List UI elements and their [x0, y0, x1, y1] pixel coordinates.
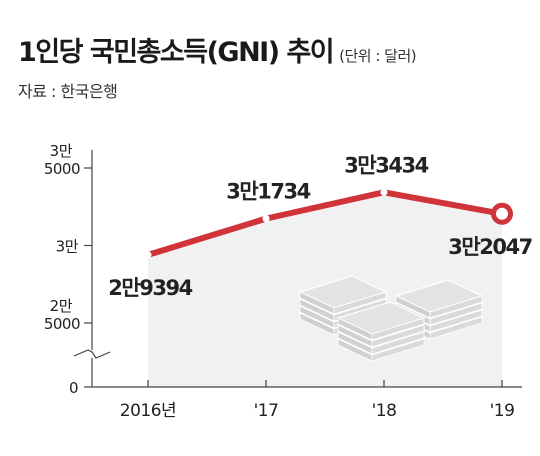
- data-label: 3만3434: [344, 153, 428, 177]
- data-point: [262, 215, 270, 223]
- bill-side-right: [429, 295, 483, 319]
- data-point: [144, 251, 152, 259]
- stacked-money-bundles-icon: [298, 275, 484, 362]
- series-line: [145, 189, 505, 258]
- bill-side-right: [429, 302, 483, 326]
- y-tick-label: 3만: [50, 142, 73, 160]
- y-tick-label: 2만: [50, 297, 73, 315]
- chart-header: 1인당 국민총소득(GNI) 추이 (단위 : 달러): [18, 30, 417, 69]
- data-label: 3만2047: [448, 235, 531, 259]
- label-layer: 2만9394 3만1734 3만3434 3만2047: [108, 153, 533, 300]
- x-tick-label: '17: [254, 401, 279, 421]
- data-point: [380, 188, 388, 196]
- y-tick-label: 5000: [44, 160, 80, 178]
- line-layer: [144, 188, 513, 259]
- chart-title: 1인당 국민총소득(GNI) 추이: [18, 37, 335, 68]
- bill-side-right: [371, 338, 425, 362]
- bill-side-right: [429, 309, 483, 333]
- bill-side-right: [371, 324, 425, 348]
- money-bundle: [336, 301, 426, 362]
- unit-note: (단위 : 달러): [339, 47, 417, 65]
- y-tick-label: 5000: [44, 315, 80, 333]
- bill-side-right: [429, 316, 483, 340]
- y-tick-label: 3만: [56, 238, 79, 256]
- source-note: 자료 : 한국은행: [18, 82, 118, 101]
- bill-side-right: [333, 291, 387, 315]
- data-point-end: [491, 202, 513, 225]
- y-tick-label: 0: [69, 379, 78, 397]
- data-label: 2만9394: [108, 276, 192, 300]
- x-tick-label: '19: [490, 401, 515, 421]
- x-tick-label: '18: [372, 401, 397, 421]
- data-label: 3만1734: [226, 180, 310, 204]
- x-tick-label: 2016년: [120, 401, 176, 421]
- bill-side-right: [371, 331, 425, 355]
- axis-break: [73, 349, 111, 359]
- bill-side-right: [371, 317, 425, 341]
